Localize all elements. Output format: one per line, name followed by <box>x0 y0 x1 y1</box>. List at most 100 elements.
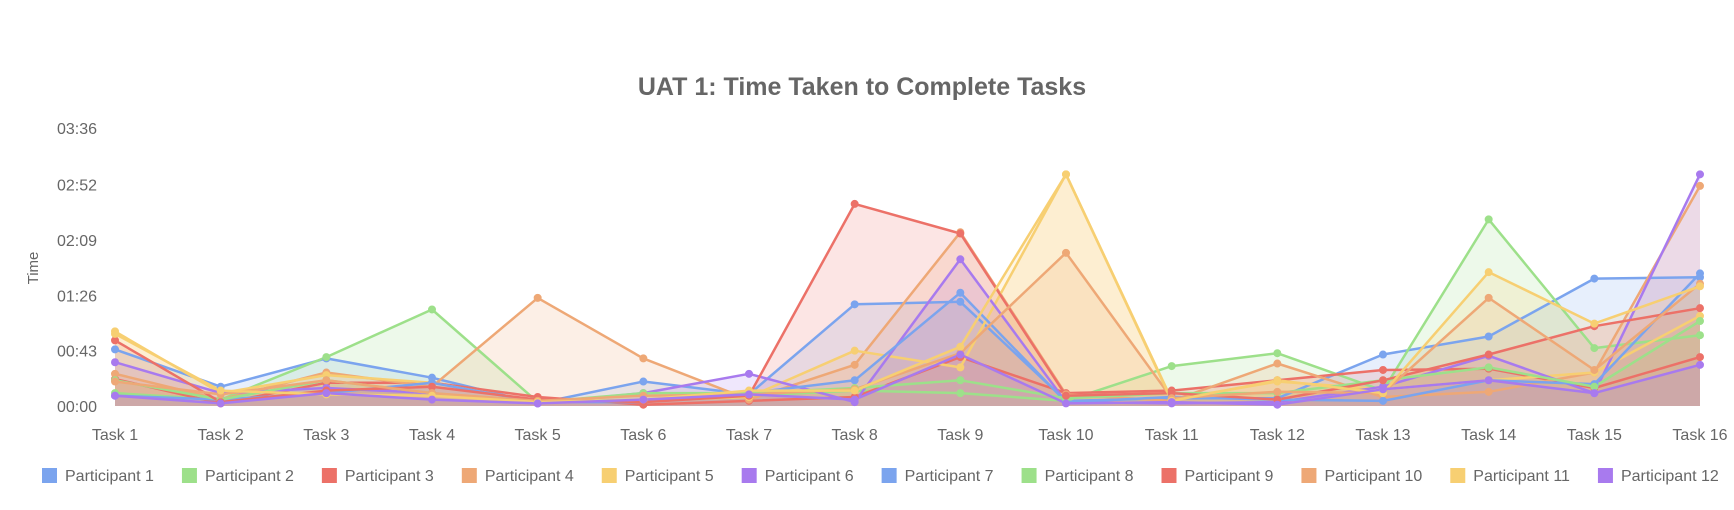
data-point[interactable] <box>1167 362 1176 371</box>
data-point[interactable] <box>1590 389 1599 398</box>
data-point[interactable] <box>1484 350 1493 359</box>
data-point[interactable] <box>956 389 965 398</box>
legend-label: Participant 6 <box>765 468 854 485</box>
data-point[interactable] <box>850 376 859 385</box>
data-point[interactable] <box>1062 248 1070 257</box>
data-point[interactable] <box>1379 385 1387 394</box>
data-point[interactable] <box>956 376 965 385</box>
legend-item-participant-6[interactable]: Participant 6 <box>741 468 854 485</box>
data-point[interactable] <box>639 354 648 363</box>
data-point[interactable] <box>1590 274 1599 283</box>
legend-label: Participant 9 <box>1185 468 1274 485</box>
data-point[interactable] <box>1696 304 1704 313</box>
series-area-1 <box>115 277 1700 406</box>
data-point[interactable] <box>1696 331 1704 340</box>
data-point[interactable] <box>850 395 859 404</box>
data-point[interactable] <box>111 329 119 338</box>
data-point[interactable] <box>1379 350 1387 359</box>
data-point[interactable] <box>1484 363 1493 372</box>
data-point[interactable] <box>1484 293 1493 302</box>
data-point[interactable] <box>428 395 436 404</box>
data-point[interactable] <box>1696 181 1704 190</box>
data-point[interactable] <box>956 342 965 351</box>
data-point[interactable] <box>533 399 542 408</box>
data-point[interactable] <box>428 305 436 314</box>
data-point[interactable] <box>1379 396 1387 405</box>
data-point[interactable] <box>1696 353 1704 362</box>
x-tick-label: Task 12 <box>1250 427 1305 444</box>
data-point[interactable] <box>639 377 648 386</box>
legend-item-participant-8[interactable]: Participant 8 <box>1021 468 1134 485</box>
data-point[interactable] <box>850 360 859 369</box>
data-point[interactable] <box>1696 282 1704 291</box>
data-point[interactable] <box>850 199 859 208</box>
data-point[interactable] <box>1062 399 1070 408</box>
data-point[interactable] <box>956 350 965 359</box>
legend-item-participant-12[interactable]: Participant 12 <box>1597 468 1719 485</box>
data-point[interactable] <box>216 386 225 395</box>
data-point[interactable] <box>1696 360 1704 369</box>
legend-item-participant-10[interactable]: Participant 10 <box>1301 468 1422 485</box>
data-point[interactable] <box>1590 344 1599 353</box>
data-point[interactable] <box>1696 170 1704 179</box>
plot-lines <box>114 173 1702 406</box>
legend-label: Participant 4 <box>485 468 574 485</box>
x-axis: Task 1 Task 2 Task 3 Task 4 Task 5 Task 6 Task… <box>92 427 1728 444</box>
legend-item-participant-11[interactable]: Participant 11 <box>1450 468 1570 485</box>
data-point[interactable] <box>1273 349 1282 358</box>
legend[interactable]: Participant 1 Participant 2 Participant 3 P… <box>42 468 1719 485</box>
data-point[interactable] <box>850 300 859 309</box>
x-tick-label: Task 15 <box>1567 427 1622 444</box>
data-point[interactable] <box>1273 387 1282 396</box>
x-tick-label: Task 7 <box>726 427 772 444</box>
data-point[interactable] <box>216 399 225 408</box>
data-point[interactable] <box>1484 387 1493 396</box>
data-point[interactable] <box>1273 376 1282 385</box>
data-point[interactable] <box>956 297 965 306</box>
data-point[interactable] <box>1484 215 1493 224</box>
data-point[interactable] <box>850 346 859 355</box>
legend-label: Participant 12 <box>1621 468 1719 485</box>
legend-item-participant-4[interactable]: Participant 4 <box>461 468 574 485</box>
data-point[interactable] <box>322 353 331 362</box>
data-point[interactable] <box>111 345 119 354</box>
data-point[interactable] <box>533 293 542 302</box>
data-point[interactable] <box>956 363 965 372</box>
data-point[interactable] <box>850 386 859 395</box>
legend-item-participant-5[interactable]: Participant 5 <box>601 468 714 485</box>
data-point[interactable] <box>1484 268 1493 277</box>
legend-item-participant-2[interactable]: Participant 2 <box>181 468 294 485</box>
data-point[interactable] <box>322 376 331 385</box>
data-point[interactable] <box>1484 332 1493 341</box>
x-tick-label: Task 3 <box>303 427 349 444</box>
data-point[interactable] <box>111 358 119 367</box>
data-point[interactable] <box>956 229 965 238</box>
data-point[interactable] <box>1379 365 1387 374</box>
data-point[interactable] <box>1696 269 1704 278</box>
data-point[interactable] <box>1590 365 1599 374</box>
data-point[interactable] <box>1696 317 1704 326</box>
plot-points <box>111 170 1704 409</box>
data-point[interactable] <box>1273 359 1282 368</box>
legend-item-participant-9[interactable]: Participant 9 <box>1161 468 1274 485</box>
data-point[interactable] <box>1062 391 1070 400</box>
data-point[interactable] <box>1167 398 1176 407</box>
data-point[interactable] <box>1379 376 1387 385</box>
data-point[interactable] <box>111 391 119 400</box>
legend-item-participant-3[interactable]: Participant 3 <box>321 468 434 485</box>
data-point[interactable] <box>745 390 753 399</box>
legend-item-participant-7[interactable]: Participant 7 <box>881 468 994 485</box>
data-point[interactable] <box>956 288 965 297</box>
y-tick-label: 02:52 <box>57 178 97 195</box>
data-point[interactable] <box>322 389 331 398</box>
data-point[interactable] <box>1590 319 1599 328</box>
data-point[interactable] <box>956 255 965 264</box>
data-point[interactable] <box>1273 400 1282 409</box>
x-tick-label: Task 16 <box>1672 427 1727 444</box>
legend-item-participant-1[interactable]: Participant 1 <box>42 468 154 485</box>
data-point[interactable] <box>745 369 753 378</box>
data-point[interactable] <box>1062 170 1070 179</box>
data-point[interactable] <box>111 377 119 386</box>
data-point[interactable] <box>639 395 648 404</box>
data-point[interactable] <box>1484 376 1493 385</box>
